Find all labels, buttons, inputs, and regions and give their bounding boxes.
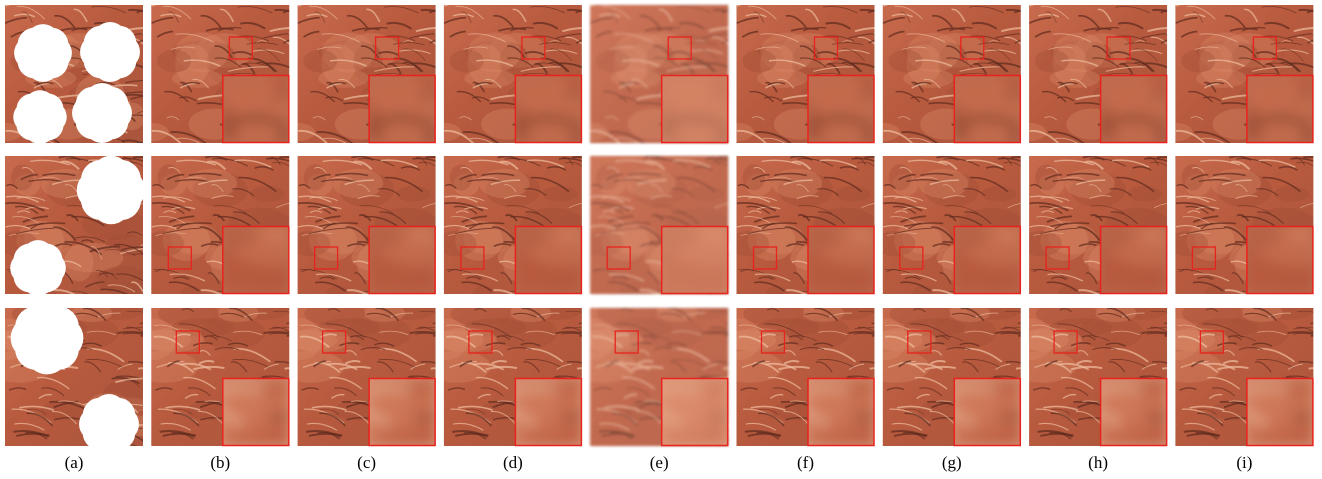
mask-blob xyxy=(37,306,79,348)
zoom-inset xyxy=(222,378,289,446)
column-label: (e) xyxy=(650,453,669,472)
image-panel xyxy=(5,302,143,454)
column-label: (h) xyxy=(1088,453,1108,472)
zoom-inset xyxy=(515,378,582,446)
column-label: (f) xyxy=(797,453,814,472)
mask-blob xyxy=(30,244,62,276)
image-panel xyxy=(737,156,875,294)
image-panel xyxy=(590,5,728,143)
zoom-inset xyxy=(222,75,289,143)
image-panel xyxy=(5,156,145,296)
image-panel xyxy=(298,5,436,143)
zoom-inset xyxy=(808,378,875,446)
image-panel xyxy=(298,156,436,294)
mask-blob xyxy=(101,398,136,433)
zoom-inset xyxy=(515,226,582,294)
image-panel xyxy=(590,156,728,294)
zoom-inset xyxy=(808,75,875,143)
zoom-inset xyxy=(369,226,436,294)
mask-blob xyxy=(101,160,141,200)
zoom-inset xyxy=(661,226,728,294)
image-panel xyxy=(444,156,582,294)
image-panel xyxy=(883,5,1021,143)
zoom-inset xyxy=(1246,226,1313,294)
zoom-inset xyxy=(369,378,436,446)
image-panel xyxy=(5,5,143,144)
column-label: (d) xyxy=(503,453,523,472)
mask-blob xyxy=(32,94,63,125)
image-panel xyxy=(737,5,875,143)
image-panel xyxy=(1029,156,1167,294)
zoom-inset xyxy=(661,378,728,446)
mask-blob xyxy=(102,26,137,61)
column-label: (b) xyxy=(210,453,230,472)
image-panel xyxy=(883,308,1021,446)
image-panel xyxy=(151,308,289,446)
zoom-inset xyxy=(1100,226,1167,294)
column-label: (a) xyxy=(65,453,84,472)
mask-blob xyxy=(94,87,129,122)
zoom-inset xyxy=(1100,378,1167,446)
zoom-inset xyxy=(954,226,1021,294)
image-panel xyxy=(1029,308,1167,446)
image-panel xyxy=(883,156,1021,294)
column-label: (c) xyxy=(357,453,376,472)
zoom-inset xyxy=(369,75,436,143)
zoom-inset xyxy=(1246,75,1313,143)
mask-blob xyxy=(35,28,68,61)
zoom-inset xyxy=(954,378,1021,446)
image-panel xyxy=(151,156,289,294)
zoom-inset xyxy=(954,75,1021,143)
image-panel xyxy=(737,308,875,446)
zoom-inset xyxy=(222,226,289,294)
image-panel xyxy=(298,308,436,446)
image-panel xyxy=(444,5,582,143)
zoom-inset xyxy=(661,75,728,143)
zoom-inset xyxy=(1100,75,1167,143)
figure: (a) (b) (c) (d) (e) (f) (g) (h) (i) xyxy=(0,0,1322,479)
zoom-inset xyxy=(1246,378,1313,446)
image-panel xyxy=(1175,308,1313,446)
image-panel xyxy=(151,5,289,143)
column-label: (i) xyxy=(1236,453,1252,472)
image-panel xyxy=(1175,156,1313,294)
column-label: (g) xyxy=(942,453,962,472)
image-panel xyxy=(444,308,582,446)
image-panel xyxy=(1175,5,1313,143)
zoom-inset xyxy=(515,75,582,143)
zoom-inset xyxy=(808,226,875,294)
image-panel xyxy=(1029,5,1167,143)
image-panel xyxy=(590,308,728,446)
